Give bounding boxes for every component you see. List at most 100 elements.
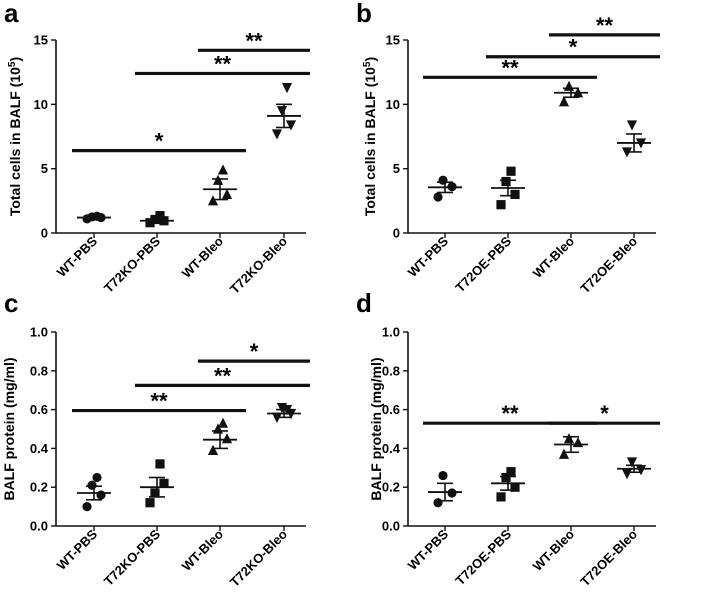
y-axis-label: Total cells in BALF (105)	[7, 57, 24, 216]
group-T72OE-PBS	[491, 467, 525, 502]
data-point	[626, 457, 638, 468]
data-point	[217, 417, 229, 428]
panel-letter: b	[356, 0, 372, 28]
data-point	[558, 448, 570, 459]
data-point	[563, 80, 575, 91]
category-label: WT-Bleo	[179, 233, 226, 280]
category-label: T72KO-Bleo	[227, 526, 290, 589]
panel-b: b 0 5 10 15 WT-PBS T72OE-PBS WT-Bleo T72OE-Bleo T…	[356, 0, 660, 296]
y-axis-label: Total cells in BALF (105)	[362, 57, 379, 216]
y-tick-label: 0.6	[382, 402, 400, 417]
y-tick-label: 0.0	[30, 519, 48, 534]
data-point	[96, 490, 106, 500]
data-point	[438, 175, 448, 185]
group-WT-PBS	[77, 472, 111, 512]
data-point	[159, 478, 169, 488]
data-point	[281, 405, 293, 416]
data-point	[150, 214, 160, 225]
group-WT-PBS	[428, 470, 462, 508]
category-label: WT-PBS	[54, 233, 101, 280]
y-tick-label: 0.2	[30, 480, 48, 495]
y-tick-label: 0.4	[382, 441, 401, 456]
data-point	[501, 472, 511, 483]
data-point	[626, 120, 638, 131]
category-label: WT-PBS	[405, 233, 452, 280]
y-tick-label: 0.6	[30, 402, 48, 417]
significance-label: *	[600, 401, 609, 426]
panel-c: c 0.0 0.2 0.4 0.6 0.8 1.0 WT-PBS T72KO-PBS WT-Ble…	[1, 288, 310, 590]
group-T72KO-PBS	[140, 211, 174, 228]
data-point	[212, 174, 224, 185]
significance-label: **	[501, 55, 519, 80]
data-point	[447, 182, 457, 192]
category-label: T72KO-Bleo	[227, 233, 290, 296]
group-T72KO-Bleo	[267, 83, 301, 140]
data-point	[572, 436, 584, 448]
y-tick-label: 0	[393, 226, 400, 241]
data-point	[276, 106, 288, 117]
data-point	[155, 211, 165, 221]
data-point	[433, 192, 443, 202]
category-label: WT-Bleo	[530, 233, 577, 280]
group-T72OE-PBS	[491, 166, 525, 210]
category-label: WT-PBS	[405, 526, 452, 573]
panel-d: d 0.0 0.2 0.4 0.6 0.8 1.0 WT-PBS T72OE-PBS WT-Ble…	[356, 288, 660, 589]
data-point	[92, 472, 102, 483]
group-T72KO-Bleo	[267, 403, 301, 423]
significance-label: **	[245, 28, 263, 53]
y-tick-label: 5	[393, 161, 400, 176]
data-point	[635, 138, 647, 149]
data-point	[221, 433, 233, 444]
data-point	[87, 480, 97, 490]
group-WT-PBS	[428, 175, 462, 202]
data-point	[150, 488, 160, 498]
significance-label: **	[214, 51, 232, 76]
category-label: T72OE-Bleo	[577, 526, 640, 589]
significance-label: **	[501, 401, 519, 426]
data-point	[207, 195, 219, 206]
panel-letter: d	[356, 288, 372, 318]
data-point	[207, 444, 219, 455]
data-point	[635, 465, 647, 476]
data-point	[221, 188, 233, 199]
data-point	[510, 482, 520, 492]
data-point	[271, 412, 283, 423]
category-label: T72KO-PBS	[101, 233, 163, 295]
significance-label: **	[596, 13, 614, 38]
category-label: T72OE-PBS	[452, 526, 514, 588]
data-point	[572, 87, 584, 98]
significance-label: *	[250, 339, 259, 364]
category-label: T72OE-Bleo	[577, 233, 640, 296]
y-tick-label: 1.0	[30, 325, 48, 340]
y-tick-label: 0.0	[382, 519, 400, 534]
y-tick-label: 10	[34, 97, 48, 112]
data-point	[501, 176, 511, 187]
category-label: T72KO-PBS	[101, 526, 163, 588]
data-point	[510, 189, 520, 199]
data-point	[621, 469, 633, 480]
significance-label: *	[569, 35, 578, 60]
group-WT-PBS	[77, 211, 111, 224]
panel-a: a 0 5 10 15 WT-PBS T72KO-PBS WT-Bleo T72KO-Bleo T…	[4, 0, 310, 297]
data-point	[155, 459, 165, 469]
y-tick-label: 10	[386, 97, 400, 112]
significance-label: **	[214, 363, 232, 388]
y-tick-label: 0	[41, 226, 48, 241]
data-point	[496, 200, 506, 210]
significance-label: **	[150, 389, 168, 414]
data-point	[217, 164, 229, 175]
significance-label: *	[155, 129, 164, 154]
data-point	[496, 492, 506, 502]
data-point	[159, 216, 169, 226]
data-point	[92, 211, 102, 221]
data-point	[271, 129, 283, 140]
y-tick-label: 0.4	[30, 441, 49, 456]
data-point	[433, 498, 443, 508]
group-WT-Bleo	[203, 164, 237, 206]
category-label: WT-PBS	[54, 526, 101, 573]
y-tick-label: 0.2	[382, 480, 400, 495]
data-point	[506, 467, 516, 477]
group-WT-Bleo	[203, 417, 237, 455]
